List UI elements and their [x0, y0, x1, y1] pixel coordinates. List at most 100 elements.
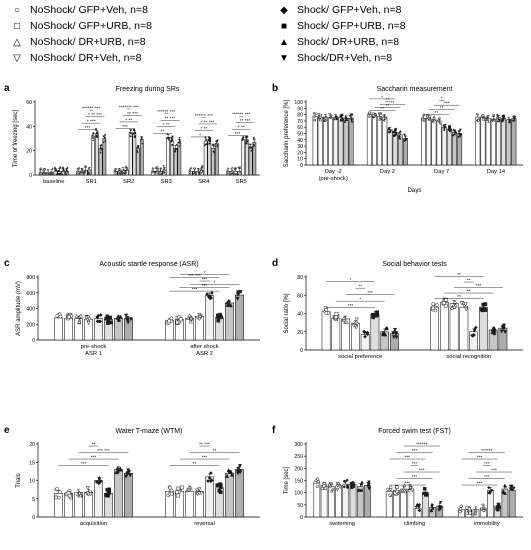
data-point: [495, 507, 500, 512]
data-point: [200, 172, 203, 175]
data-point: [197, 170, 200, 173]
data-point: [344, 118, 347, 122]
data-point: [322, 484, 326, 488]
data-point: [324, 307, 328, 312]
bar: [102, 138, 107, 176]
data-point: [86, 321, 91, 326]
significance-label: ***: [202, 454, 208, 460]
data-point: [128, 473, 133, 478]
data-point: [140, 136, 143, 139]
significance-label: ***: [367, 290, 373, 296]
data-point: [250, 146, 253, 149]
x-tick-label: Day 7: [434, 169, 449, 175]
significance-label: ***: [444, 101, 450, 107]
data-point: [162, 170, 165, 174]
significance-label: * **: [200, 126, 207, 132]
data-point: [178, 137, 181, 140]
bar: [54, 317, 63, 341]
legend-label: NoShock/ GFP+Veh, n=8: [30, 4, 148, 16]
data-point: [197, 317, 202, 322]
bar: [501, 118, 507, 166]
panel-label: a: [4, 83, 10, 94]
data-point: [171, 135, 174, 138]
data-point: [482, 118, 485, 121]
bar: [338, 116, 344, 166]
data-point: [200, 167, 204, 170]
data-point: [208, 479, 213, 484]
bar: [317, 116, 323, 166]
significance-label: **: [161, 129, 165, 135]
data-point: [170, 136, 173, 139]
data-point: [205, 138, 208, 141]
bar: [485, 118, 491, 166]
data-point: [55, 169, 58, 172]
data-point: [47, 171, 50, 174]
x-tick-label: SR3: [161, 179, 172, 185]
significance-label: ***: [81, 461, 87, 467]
data-point: [351, 484, 356, 488]
significance-label: ****** ***: [82, 106, 100, 112]
data-point: [175, 493, 180, 498]
data-point: [458, 135, 462, 138]
x-tick-label: social preference: [338, 354, 382, 360]
y-tick-label: 20: [297, 150, 303, 156]
data-point: [226, 468, 231, 473]
bar: [124, 472, 133, 518]
data-point: [492, 325, 497, 330]
significance-label: ***: [477, 454, 483, 460]
significance-label: **: [92, 441, 96, 447]
bar: [94, 480, 103, 518]
significance-label: ******* ***: [119, 104, 139, 110]
y-tick-label: 30: [297, 144, 303, 150]
legend-label: NoShock/ DR+Veh, n=8: [30, 52, 142, 64]
bar: [377, 116, 383, 166]
legend-item: ○ NoShock/ GFP+Veh, n=8: [10, 4, 148, 16]
data-point: [160, 172, 163, 175]
data-point: [501, 325, 506, 330]
data-point: [467, 507, 472, 511]
data-point: [437, 119, 440, 123]
data-point: [339, 115, 342, 118]
data-point: [83, 165, 86, 168]
data-point: [468, 511, 472, 515]
data-point: [417, 508, 422, 512]
data-point: [394, 127, 397, 131]
y-tick-label: 5: [32, 497, 35, 503]
y-tick-label: 100: [294, 100, 303, 106]
data-point: [235, 297, 240, 302]
significance-label: **: [380, 106, 384, 112]
bar: [235, 294, 244, 341]
data-point: [403, 133, 406, 137]
data-point: [167, 137, 170, 140]
data-point: [246, 135, 249, 138]
data-point: [95, 315, 100, 319]
data-point: [216, 145, 219, 149]
data-point: [483, 302, 488, 306]
y-tick-label: 0: [32, 338, 35, 344]
data-point: [496, 120, 500, 123]
data-point: [348, 115, 352, 118]
data-point: [175, 490, 179, 495]
panel-c-asr-chart: c Acoustic startle response (ASR) 0 200 400 6…: [0, 255, 268, 370]
significance-label: ** ***: [165, 116, 176, 122]
bar: [366, 114, 372, 166]
data-point: [91, 136, 95, 139]
data-point: [204, 143, 207, 146]
data-point: [333, 118, 336, 121]
data-point: [226, 298, 231, 303]
x-tick-label: SR2: [123, 179, 134, 185]
bar: [211, 147, 215, 176]
y-tick-label: 40: [297, 138, 303, 144]
data-point: [50, 171, 53, 174]
data-point: [431, 302, 436, 306]
x-tick-label: Day 2: [380, 169, 395, 175]
data-point: [115, 466, 120, 471]
data-point: [61, 173, 64, 176]
data-point: [383, 326, 388, 331]
legend-marker-icon: ▼: [279, 52, 289, 64]
bar: [333, 116, 339, 166]
data-point: [99, 145, 102, 148]
data-point: [216, 139, 219, 142]
data-point: [252, 145, 255, 148]
data-point: [95, 128, 97, 131]
